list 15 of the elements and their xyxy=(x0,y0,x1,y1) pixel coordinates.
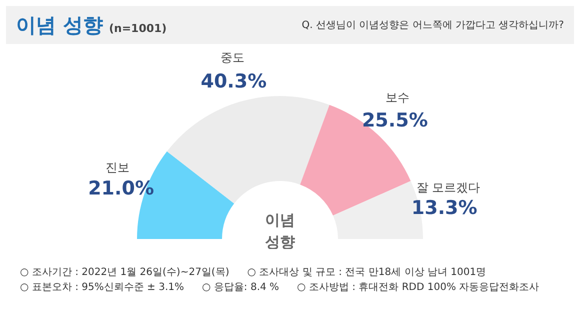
data-label: 25.5% xyxy=(362,109,428,132)
text: ○ 조사방법 : 휴대전화 RDD 100% 자동응답전화조사 xyxy=(297,281,540,294)
text: Q. 선생님이 이념성향은 어느쪽에 가깝다고 생각하십니까? xyxy=(302,19,564,32)
text: ○ 응답율: 8.4 % xyxy=(202,281,280,294)
text: ○ 조사대상 및 규모 : 전국 만18세 이상 남녀 1001명 xyxy=(247,266,486,279)
data-label: 40.3% xyxy=(200,70,267,93)
chart-subtitle: (n=1001) xyxy=(108,22,167,34)
text: ○ 표본오차 : 95%신뢰수준 ± 3.1% xyxy=(20,281,184,294)
slice-label: 보수 xyxy=(386,90,410,105)
slice-label: 잘 모르겠다 xyxy=(416,180,480,194)
data-label: 13.3% xyxy=(411,197,478,220)
slice-label: 진보 xyxy=(105,160,130,174)
text: ○ 조사기간 : 2022년 1월 26일(수)~27일(목) xyxy=(20,266,230,279)
chart-title: 이념 성향 xyxy=(16,12,103,36)
slice-label: 중도 xyxy=(220,50,245,65)
